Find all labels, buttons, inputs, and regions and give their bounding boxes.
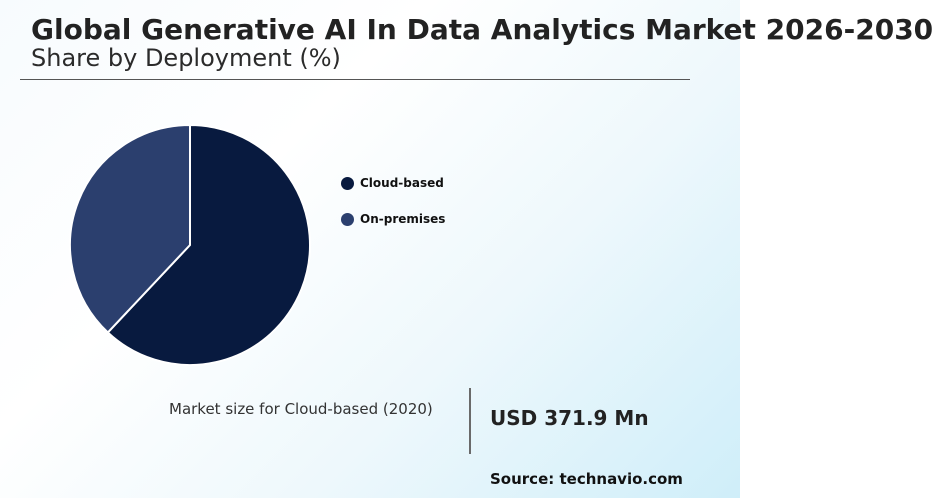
kpi-label: Market size for Cloud-based (2020) xyxy=(169,400,433,418)
legend: Cloud-based On-premises xyxy=(341,175,445,247)
legend-label-cloud-based: Cloud-based xyxy=(360,176,444,190)
legend-item-on-premises: On-premises xyxy=(341,211,445,227)
legend-item-cloud-based: Cloud-based xyxy=(341,175,445,191)
kpi-divider xyxy=(469,388,471,454)
pie-slice-cloud-based xyxy=(106,124,311,366)
legend-swatch-on-premises xyxy=(341,212,354,226)
kpi-value: USD 371.9 Mn xyxy=(490,406,649,430)
chart-subtitle: Share by Deployment (%) xyxy=(31,44,341,72)
title-divider xyxy=(20,79,690,80)
legend-label-on-premises: On-premises xyxy=(360,212,446,226)
pie-chart xyxy=(69,124,311,366)
source-note: Source: technavio.com xyxy=(490,470,683,488)
chart-title: Global Generative AI In Data Analytics M… xyxy=(31,13,933,46)
legend-swatch-cloud-based xyxy=(341,176,354,190)
pie-slice-on-premises xyxy=(69,124,191,334)
